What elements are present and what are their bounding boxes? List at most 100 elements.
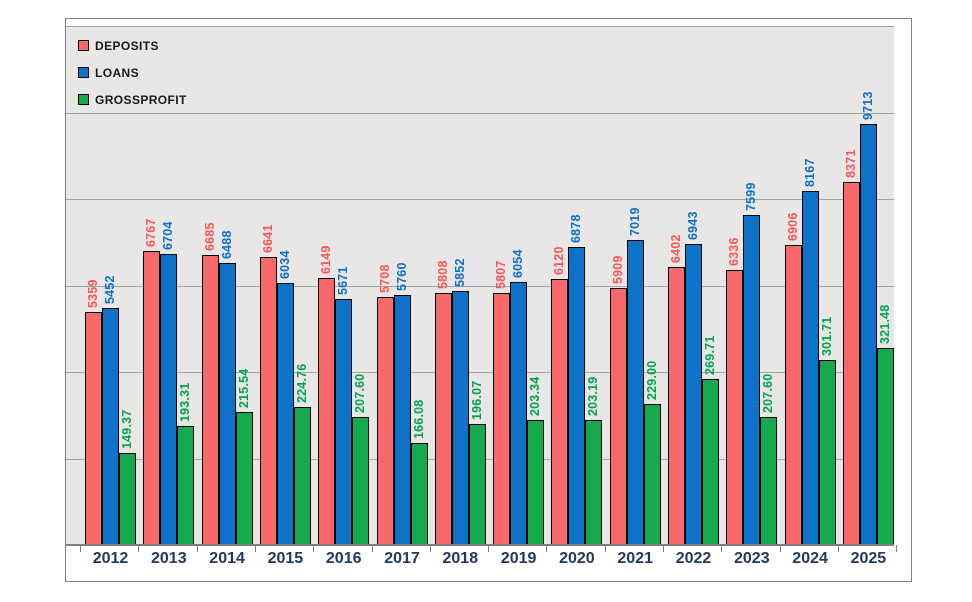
bar-grossprofit-2020: [585, 419, 603, 545]
value-label-loans-2022: 6943: [686, 211, 700, 240]
bar-loans-2017: [393, 294, 411, 545]
x-axis-tick: [196, 545, 198, 552]
value-label-grossprofit-2018: 196.07: [469, 380, 484, 421]
value-label-grossprofit-2013: 193.31: [178, 382, 193, 422]
value-label-grossprofit-2019: 203.34: [528, 376, 543, 416]
bar-loans-2021: [626, 240, 644, 545]
grossprofit-swatch-icon: [78, 94, 89, 105]
gridline-6000: [66, 285, 894, 287]
bar-deposits-2015: [259, 256, 277, 545]
x-axis-tick: [779, 545, 781, 552]
bar-loans-2016: [335, 298, 353, 545]
x-axis-tick: [371, 545, 373, 552]
bar-deposits-2020: [551, 279, 569, 545]
bar-grossprofit-2012: [119, 452, 136, 545]
x-axis-label-2017: 2017: [384, 550, 420, 567]
gridline-8000: [66, 199, 894, 200]
x-axis-tick: [138, 545, 140, 552]
value-label-loans-2021: 7019: [627, 207, 642, 237]
value-label-grossprofit-2017: 166.08: [411, 399, 426, 439]
value-label-grossprofit-2012: 149.37: [120, 409, 134, 449]
bar-loans-2015: [276, 283, 294, 545]
value-label-deposits-2023: 6336: [727, 237, 742, 266]
bar-loans-2025: [859, 123, 877, 545]
legend-item-loans: LOANS: [78, 59, 187, 86]
value-label-deposits-2014: 6685: [202, 222, 217, 251]
x-axis-label-2014: 2014: [209, 550, 245, 567]
bar-deposits-2013: [143, 251, 161, 545]
value-label-loans-2015: 6034: [277, 250, 292, 280]
bar-grossprofit-2013: [177, 425, 195, 545]
bar-deposits-2023: [726, 269, 744, 545]
bar-grossprofit-2017: [410, 442, 428, 545]
x-axis-label-2023: 2023: [734, 550, 770, 567]
legend-label-grossprofit: GROSSPROFIT: [95, 92, 187, 107]
gridline-10000: [66, 112, 894, 114]
legend-label-deposits: DEPOSITS: [95, 38, 159, 53]
value-label-loans-2023: 7599: [744, 182, 759, 212]
legend-item-deposits: DEPOSITS: [78, 32, 187, 59]
bar-deposits-2021: [609, 288, 627, 545]
bar-deposits-2022: [668, 267, 685, 545]
value-label-deposits-2016: 6149: [319, 245, 334, 275]
legend-item-grossprofit: GROSSPROFIT: [78, 86, 187, 113]
legend: DEPOSITS LOANS GROSSPROFIT: [78, 32, 187, 113]
x-axis-tick: [604, 545, 606, 552]
x-axis-label-2025: 2025: [850, 550, 887, 567]
bar-deposits-2019: [493, 292, 511, 545]
value-label-loans-2016: 5671: [336, 266, 351, 295]
bar-grossprofit-2022: [702, 379, 719, 545]
value-label-loans-2019: 6054: [511, 249, 526, 279]
x-axis-tick: [837, 545, 839, 552]
bar-grossprofit-2019: [527, 419, 545, 545]
bar-grossprofit-2016: [352, 417, 370, 545]
bar-grossprofit-2018: [468, 424, 486, 545]
x-axis-tick: [80, 545, 81, 552]
bar-grossprofit-2024: [818, 359, 836, 545]
value-label-deposits-2018: 5808: [435, 260, 450, 289]
value-label-deposits-2020: 6120: [552, 246, 567, 276]
bar-loans-2022: [685, 243, 702, 545]
bar-deposits-2018: [434, 292, 452, 545]
x-axis-tick: [721, 545, 723, 552]
bar-grossprofit-2023: [760, 417, 778, 545]
bar-loans-2012: [102, 308, 119, 545]
value-label-deposits-2024: 6906: [785, 212, 800, 242]
x-axis-label-2012: 2012: [92, 550, 129, 567]
value-label-grossprofit-2023: 207.60: [761, 373, 776, 414]
value-label-grossprofit-2022: 269.71: [703, 335, 717, 376]
plot-area: 5359 5452 149.37 6767 6704 193.31 6685 6488 215.…: [66, 26, 894, 546]
x-axis-label-2018: 2018: [442, 550, 479, 567]
x-axis-label-2019: 2019: [500, 550, 537, 567]
value-label-loans-2020: 6878: [569, 213, 584, 243]
x-axis-tick: [546, 545, 548, 552]
value-label-grossprofit-2020: 203.19: [586, 376, 601, 416]
x-axis-label-2015: 2015: [267, 550, 304, 567]
x-axis-tick: [488, 545, 490, 552]
bar-loans-2023: [743, 215, 761, 545]
bar-deposits-2012: [85, 312, 102, 545]
x-axis-label-2016: 2016: [325, 550, 362, 567]
x-axis-tick: [896, 545, 898, 552]
bar-loans-2014: [218, 263, 236, 545]
gridline-12000: [66, 26, 894, 27]
legend-label-loans: LOANS: [95, 65, 139, 80]
bars: 5359 5452 149.37 6767 6704 193.31 6685 6488 215.…: [66, 26, 894, 545]
x-axis-tick: [429, 545, 431, 552]
bar-deposits-2017: [376, 297, 394, 545]
value-label-grossprofit-2025: 321.48: [877, 304, 892, 344]
x-axis-label-2020: 2020: [559, 550, 595, 567]
value-label-grossprofit-2015: 224.76: [294, 363, 309, 403]
value-label-loans-2017: 5760: [394, 262, 409, 291]
value-label-loans-2014: 6488: [219, 230, 234, 260]
value-label-grossprofit-2014: 215.54: [236, 368, 251, 409]
value-label-deposits-2022: 6402: [669, 234, 683, 264]
bar-loans-2019: [510, 282, 528, 545]
x-axis-tick: [254, 545, 256, 552]
x-axis-label-2013: 2013: [151, 550, 187, 567]
x-axis-tick: [313, 545, 315, 552]
bar-grossprofit-2025: [876, 347, 894, 545]
gridline-4000: [66, 372, 894, 373]
loans-swatch-icon: [78, 67, 89, 78]
bar-deposits-2024: [784, 245, 802, 545]
